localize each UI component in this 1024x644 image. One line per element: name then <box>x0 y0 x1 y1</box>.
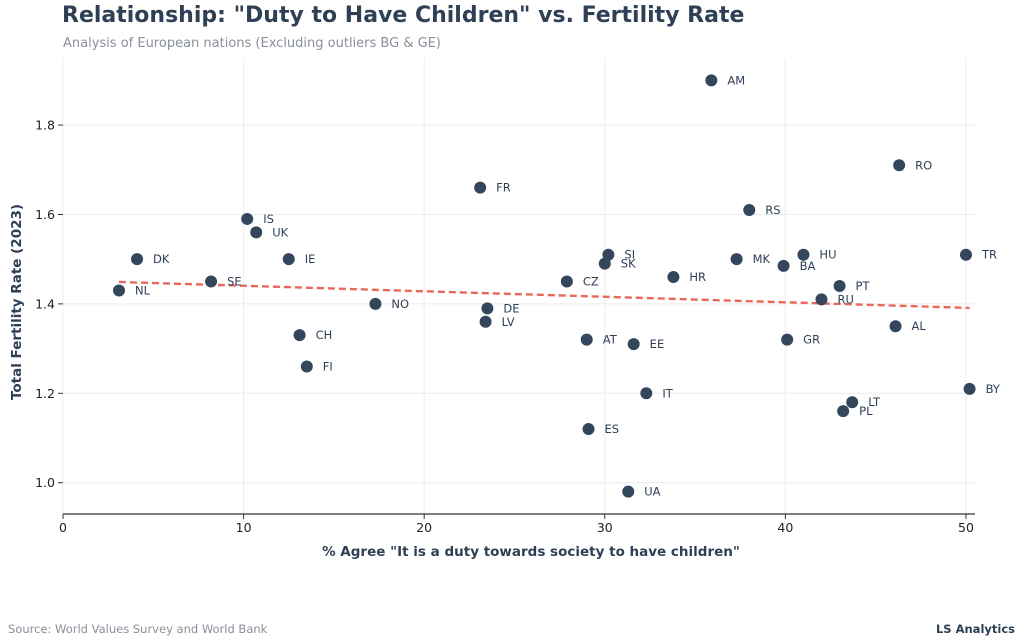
data-point-ro <box>893 159 906 172</box>
x-tick-label: 0 <box>59 520 67 535</box>
point-label-nl: NL <box>135 283 151 297</box>
point-label-pt: PT <box>856 279 871 293</box>
y-tick-label: 1.4 <box>35 296 55 311</box>
points-layer <box>112 74 976 498</box>
data-point-am <box>705 74 718 87</box>
y-tick-label: 1.6 <box>35 207 55 222</box>
axes-layer: 0 10 20 30 40 50 1.0 1.2 1.4 1.6 1.8 <box>35 118 975 535</box>
point-label-ua: UA <box>644 485 660 499</box>
data-point-is <box>241 212 254 225</box>
point-label-al: AL <box>912 319 927 333</box>
point-label-it: IT <box>662 386 673 400</box>
x-tick-label: 10 <box>236 520 252 535</box>
chart-title: Relationship: "Duty to Have Children" vs… <box>62 3 745 28</box>
chart-subtitle: Analysis of European nations (Excluding … <box>63 36 441 51</box>
point-label-ch: CH <box>316 328 333 342</box>
point-label-lt: LT <box>868 395 881 409</box>
point-label-ru: RU <box>837 292 853 306</box>
data-point-gr <box>781 333 794 346</box>
y-tick-label: 1.8 <box>35 118 55 133</box>
data-point-no <box>369 297 382 310</box>
data-point-se <box>205 275 218 288</box>
data-point-lv <box>479 315 492 328</box>
y-axis-title: Total Fertility Rate (2023) <box>9 204 25 400</box>
point-label-am: AM <box>727 73 745 87</box>
point-label-ro: RO <box>915 158 932 172</box>
point-label-ie: IE <box>305 252 316 266</box>
x-tick-label: 40 <box>777 520 793 535</box>
data-point-nl <box>112 284 125 297</box>
x-tick-label: 50 <box>958 520 974 535</box>
point-label-no: NO <box>391 297 409 311</box>
point-label-dk: DK <box>153 252 170 266</box>
point-label-rs: RS <box>765 203 780 217</box>
data-point-al <box>889 320 902 333</box>
data-point-uk <box>250 226 263 239</box>
data-point-hu <box>797 248 810 261</box>
data-point-ie <box>282 253 295 266</box>
data-point-ru <box>815 293 828 306</box>
point-label-cz: CZ <box>583 275 599 289</box>
point-label-ee: EE <box>650 337 665 351</box>
data-point-pl <box>837 405 850 418</box>
y-tick-label: 1.0 <box>35 475 55 490</box>
point-label-hr: HR <box>689 270 706 284</box>
point-label-ba: BA <box>800 259 816 273</box>
x-tick-label: 30 <box>597 520 613 535</box>
point-label-sk: SK <box>621 257 636 271</box>
data-point-mk <box>730 253 743 266</box>
point-label-gr: GR <box>803 333 820 347</box>
data-point-it <box>640 387 653 400</box>
point-label-es: ES <box>605 422 620 436</box>
data-point-de <box>481 302 494 315</box>
data-point-tr <box>959 248 972 261</box>
point-label-si: SI <box>624 248 635 262</box>
data-point-rs <box>743 204 756 216</box>
brand-label: LS Analytics <box>935 622 1015 636</box>
data-point-ba <box>777 259 790 272</box>
data-point-fr <box>474 181 487 194</box>
data-point-cz <box>560 275 573 288</box>
point-label-fi: FI <box>323 359 333 373</box>
data-point-at <box>580 333 593 346</box>
trendline <box>118 280 970 310</box>
data-point-dk <box>131 253 144 266</box>
point-label-uk: UK <box>272 225 288 239</box>
point-label-hu: HU <box>819 248 836 262</box>
data-point-pt <box>833 280 846 292</box>
data-point-by <box>963 382 976 395</box>
point-label-at: AT <box>603 333 618 347</box>
y-tick-label: 1.2 <box>35 386 55 401</box>
data-point-sk <box>598 257 611 270</box>
source-note: Source: World Values Survey and World Ba… <box>8 622 268 636</box>
point-label-pl: PL <box>859 404 873 418</box>
data-point-lt <box>846 396 859 409</box>
point-label-is: IS <box>263 212 274 226</box>
point-label-lv: LV <box>502 315 515 329</box>
point-label-tr: TR <box>981 248 997 262</box>
point-label-se: SE <box>227 275 242 289</box>
data-point-ch <box>293 329 306 342</box>
x-axis-title: % Agree "It is a duty towards society to… <box>322 544 740 560</box>
data-point-es <box>582 423 595 436</box>
point-label-by: BY <box>986 382 1001 396</box>
data-point-fi <box>300 360 313 373</box>
point-label-fr: FR <box>496 181 511 195</box>
x-tick-label: 20 <box>416 520 432 535</box>
data-point-ua <box>622 485 635 498</box>
data-point-hr <box>667 271 680 284</box>
data-point-ee <box>627 338 640 351</box>
point-label-mk: MK <box>753 252 771 266</box>
point-label-de: DE <box>503 301 519 315</box>
trendline-layer <box>118 280 970 310</box>
